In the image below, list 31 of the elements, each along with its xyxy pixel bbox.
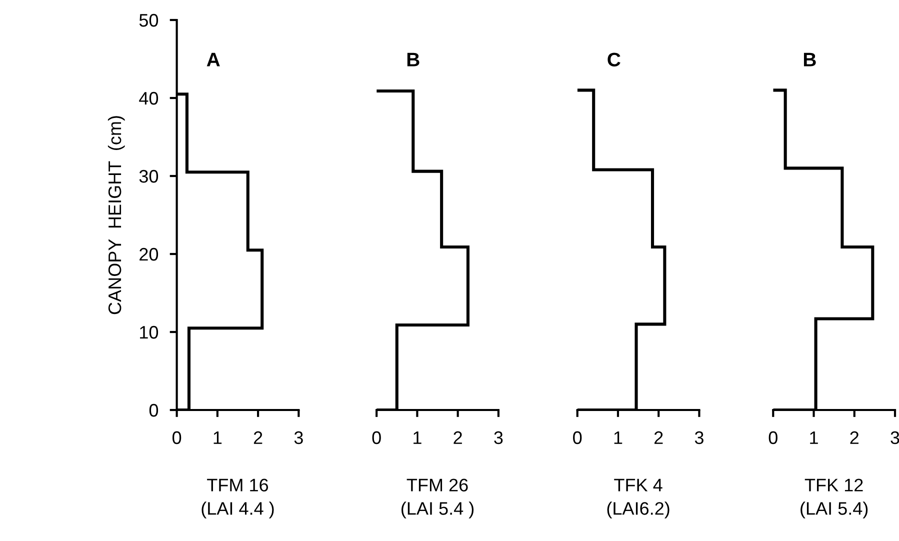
- text: A: [206, 52, 220, 66]
- x-tick-label: 2: [850, 431, 858, 444]
- x-tick-label: 0: [768, 431, 778, 444]
- y-tick-label: 50: [139, 14, 158, 27]
- x-tick-label: 1: [214, 431, 222, 444]
- y-tick-label: 40: [139, 92, 158, 105]
- x-tick-label: 3: [890, 431, 899, 444]
- x-axis-title: TFK 12 (LAI 5.4): [800, 478, 868, 518]
- text: B: [407, 52, 420, 66]
- x-tick-label: 1: [414, 431, 422, 444]
- text: B: [804, 52, 816, 66]
- x-tick-label: 2: [254, 431, 262, 444]
- x-tick-label: 3: [694, 431, 704, 444]
- x-tick-label: 1: [810, 431, 818, 444]
- x-tick-label: 2: [654, 431, 663, 444]
- text: C: [608, 52, 620, 66]
- x-axis-title: TFM 26 (LAI 5.4 ): [402, 478, 474, 518]
- y-tick-label: 20: [140, 248, 158, 261]
- x-tick-label: 3: [294, 431, 303, 444]
- x-tick-label: 0: [172, 431, 182, 444]
- x-tick-label: 2: [454, 431, 462, 444]
- x-axis-title: TFM 16 (LAI 4.4 ): [202, 478, 274, 518]
- x-tick-label: 3: [494, 431, 503, 444]
- x-tick-label: 0: [573, 431, 582, 444]
- x-axis-title: TFK 4 (LAI6.2): [607, 478, 670, 518]
- x-tick-label: 0: [372, 431, 381, 444]
- x-tick-label: 1: [614, 431, 622, 444]
- y-tick-label: 10: [140, 326, 158, 339]
- y-axis-title: CANOPY HEIGHT (cm): [108, 116, 125, 314]
- y-tick-label: 0: [149, 404, 158, 417]
- y-tick-label: 30: [139, 170, 158, 183]
